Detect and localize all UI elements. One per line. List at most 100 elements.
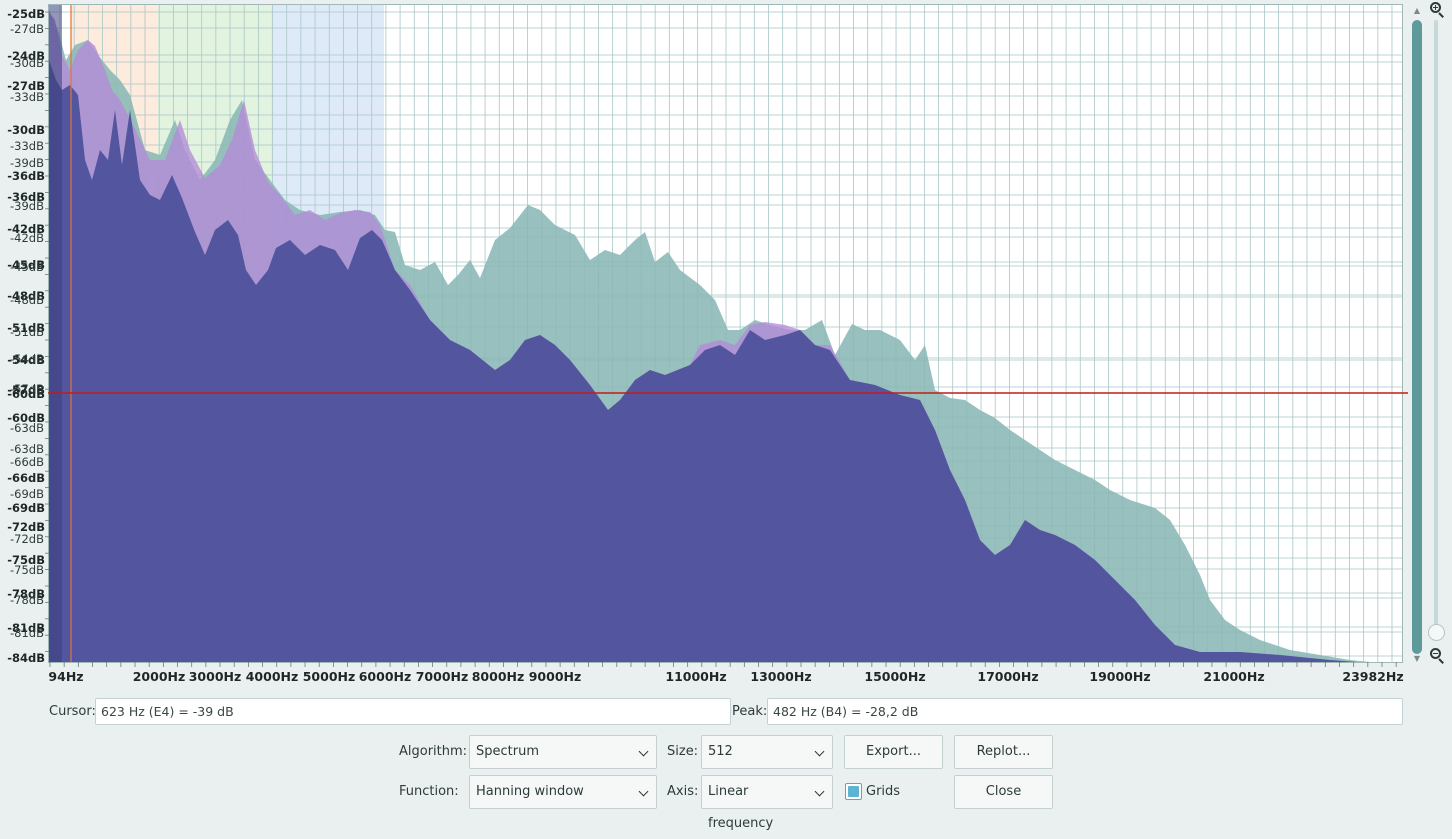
zoom-slider-track[interactable] bbox=[1434, 20, 1438, 636]
y-tick-label-secondary: -72dB bbox=[10, 532, 44, 546]
y-tick-label: -24dB bbox=[7, 49, 45, 63]
scroll-down-arrow-icon[interactable]: ▼ bbox=[1413, 654, 1421, 663]
peak-label: Peak: bbox=[732, 704, 768, 719]
y-tick-label-secondary: -27dB bbox=[10, 22, 44, 36]
y-tick-label: -75dB bbox=[7, 553, 45, 567]
x-tick-label: 7000Hz bbox=[416, 669, 469, 684]
x-tick-label: 23982Hz bbox=[1342, 669, 1403, 684]
zoom-in-icon[interactable] bbox=[1430, 2, 1446, 18]
y-tick-label-secondary: -57dB bbox=[10, 382, 44, 396]
x-tick-label: 21000Hz bbox=[1203, 669, 1264, 684]
grids-checkbox[interactable] bbox=[845, 783, 862, 800]
y-tick-label: -36dB bbox=[7, 169, 45, 183]
cursor-value: 623 Hz (E4) = -39 dB bbox=[101, 704, 234, 719]
y-tick-label-secondary: -51dB bbox=[10, 325, 44, 339]
axis-label: Axis: bbox=[667, 784, 699, 799]
export-button[interactable]: Export... bbox=[844, 735, 943, 769]
y-tick-label: -81dB bbox=[7, 621, 45, 635]
y-tick-label: -78dB bbox=[7, 587, 45, 601]
y-tick-label: -51dB bbox=[7, 321, 45, 335]
x-tick-label: 6000Hz bbox=[359, 669, 412, 684]
spectrum-series bbox=[49, 5, 1402, 663]
y-tick-label: -48dB bbox=[7, 289, 45, 303]
x-tick-label: 11000Hz bbox=[665, 669, 726, 684]
peak-readout: 482 Hz (B4) = -28,2 dB bbox=[767, 698, 1403, 725]
plot-frame bbox=[48, 4, 1403, 663]
chevron-down-icon bbox=[638, 746, 649, 757]
y-tick-label: -84dB bbox=[7, 651, 45, 665]
vertical-scrollbar[interactable]: ▲ ▼ bbox=[1412, 7, 1422, 663]
y-tick-label: -36dB bbox=[7, 190, 45, 204]
y-tick-label: -25dB bbox=[7, 7, 45, 21]
series-navy bbox=[49, 60, 1402, 663]
x-tick-label: 17000Hz bbox=[977, 669, 1038, 684]
scrollbar-thumb[interactable] bbox=[1412, 20, 1422, 654]
grids-label[interactable]: Grids bbox=[866, 784, 901, 799]
cursor-readout: 623 Hz (E4) = -39 dB bbox=[95, 698, 731, 725]
y-tick-label: -57dB bbox=[7, 383, 45, 397]
algorithm-label: Algorithm: bbox=[399, 744, 468, 759]
y-tick-label-secondary: -48dB bbox=[10, 293, 44, 307]
algorithm-select[interactable]: Spectrum bbox=[469, 735, 657, 769]
y-tick-label-secondary: -39dB bbox=[10, 156, 44, 170]
x-tick-label: 3000Hz bbox=[189, 669, 242, 684]
y-tick-label: -42dB bbox=[7, 222, 45, 236]
scroll-up-arrow-icon[interactable]: ▲ bbox=[1413, 6, 1421, 15]
x-tick-label: 19000Hz bbox=[1089, 669, 1150, 684]
y-axis-labels: -25dB -24dB -27dB -30dB -36dB -36dB -42dB -45dB… bbox=[7, 7, 49, 665]
y-tick-label: -27dB bbox=[7, 79, 45, 93]
y-tick-label-secondary: -75dB bbox=[10, 563, 44, 577]
chevron-down-icon bbox=[638, 786, 649, 797]
y-tick-label-secondary: -81dB bbox=[10, 626, 44, 640]
size-label: Size: bbox=[667, 744, 699, 759]
y-tick-label-secondary: -63dB bbox=[10, 442, 44, 456]
x-tick-label: 4000Hz bbox=[246, 669, 299, 684]
cursor-label: Cursor: bbox=[49, 704, 96, 719]
chevron-down-icon bbox=[814, 786, 825, 797]
y-tick-label-secondary: -66dB bbox=[10, 455, 44, 469]
vertical-zoom-bar[interactable]: ▲ ▼ bbox=[1405, 2, 1451, 668]
size-value: 512 bbox=[708, 744, 733, 759]
peak-value: 482 Hz (B4) = -28,2 dB bbox=[773, 704, 919, 719]
x-axis-labels: 94Hz 2000Hz 3000Hz 4000Hz 5000Hz 6000Hz 7000Hz… bbox=[48, 662, 1404, 684]
y-tick-label-secondary: -39dB bbox=[10, 199, 44, 213]
function-select[interactable]: Hanning window bbox=[469, 775, 657, 809]
function-label: Function: bbox=[399, 784, 459, 799]
chevron-down-icon bbox=[814, 746, 825, 757]
x-tick-label: 94Hz bbox=[48, 669, 83, 684]
y-tick-label-secondary: -42dB bbox=[10, 231, 44, 245]
y-tick-label: -54dB bbox=[7, 353, 45, 367]
algorithm-value: Spectrum bbox=[476, 744, 539, 759]
checkbox-checked-indicator bbox=[848, 786, 859, 797]
x-tick-label: 2000Hz bbox=[133, 669, 186, 684]
y-tick-label-secondary: -63dB bbox=[10, 421, 44, 435]
x-tick-label: 5000Hz bbox=[303, 669, 356, 684]
y-tick-label: -45dB bbox=[7, 258, 45, 272]
size-select[interactable]: 512 bbox=[701, 735, 833, 769]
axis-value: Linear frequency bbox=[708, 784, 774, 831]
y-tick-label: -30dB bbox=[7, 123, 45, 137]
y-tick-label-secondary: -33dB bbox=[10, 139, 44, 153]
y-tick-label: -60dB bbox=[7, 387, 45, 401]
zoom-slider-knob[interactable] bbox=[1428, 624, 1445, 641]
x-tick-label: 8000Hz bbox=[472, 669, 525, 684]
x-tick-label: 9000Hz bbox=[529, 669, 582, 684]
y-tick-label-secondary: -78dB bbox=[10, 593, 44, 607]
zoom-out-icon[interactable] bbox=[1430, 648, 1446, 664]
x-tick-label: 13000Hz bbox=[750, 669, 811, 684]
y-tick-label: -66dB bbox=[7, 471, 45, 485]
y-tick-label-secondary: -30dB bbox=[10, 56, 44, 70]
spectrum-plot-area[interactable]: -25dB -24dB -27dB -30dB -36dB -36dB -42dB -45dB… bbox=[0, 0, 1452, 690]
y-tick-label-secondary: -45dB bbox=[10, 260, 44, 274]
y-tick-label-secondary: -33dB bbox=[10, 90, 44, 104]
y-tick-label-secondary: -69dB bbox=[10, 487, 44, 501]
spectrum-plot[interactable]: -25dB -24dB -27dB -30dB -36dB -36dB -42dB -45dB… bbox=[0, 0, 1452, 690]
y-tick-label: -72dB bbox=[7, 520, 45, 534]
replot-button[interactable]: Replot... bbox=[954, 735, 1053, 769]
axis-select[interactable]: Linear frequency bbox=[701, 775, 833, 831]
y-tick-label: -60dB bbox=[7, 411, 45, 425]
low-freq-strip bbox=[49, 5, 62, 662]
close-button[interactable]: Close bbox=[954, 775, 1053, 809]
function-value: Hanning window bbox=[476, 784, 584, 799]
y-tick-label: -69dB bbox=[7, 501, 45, 515]
